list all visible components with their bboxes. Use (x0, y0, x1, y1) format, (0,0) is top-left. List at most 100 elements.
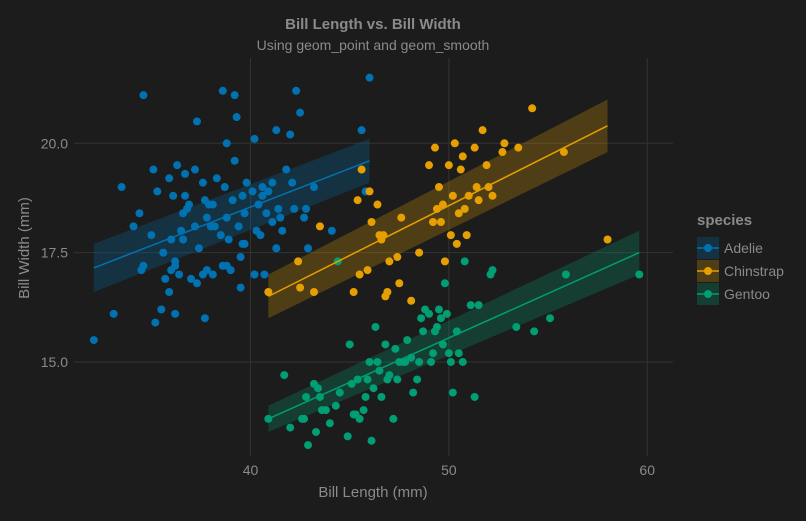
point-adelie (157, 305, 165, 313)
point-adelie (219, 87, 227, 95)
point-chinstrap (425, 161, 433, 169)
point-gentoo (635, 270, 643, 278)
point-adelie (302, 205, 310, 213)
point-chinstrap (498, 148, 506, 156)
point-chinstrap (354, 196, 362, 204)
legend-key-point-gentoo (704, 290, 712, 298)
point-adelie (286, 131, 294, 139)
point-gentoo (546, 314, 554, 322)
point-adelie (227, 266, 235, 274)
point-gentoo (409, 389, 417, 397)
point-chinstrap (431, 144, 439, 152)
point-gentoo (393, 375, 401, 383)
point-adelie (209, 270, 217, 278)
point-chinstrap (528, 104, 536, 112)
point-gentoo (389, 415, 397, 423)
point-adelie (139, 91, 147, 99)
point-gentoo (413, 375, 421, 383)
point-adelie (213, 174, 221, 182)
point-gentoo (475, 301, 483, 309)
point-adelie (165, 174, 173, 182)
point-adelie (195, 244, 203, 252)
y-axis-label: Bill Width (mm) (16, 197, 33, 299)
point-adelie (366, 74, 374, 82)
point-adelie (282, 166, 290, 174)
point-gentoo (415, 358, 423, 366)
point-adelie (274, 205, 282, 213)
point-adelie (191, 166, 199, 174)
point-adelie (290, 205, 298, 213)
point-chinstrap (457, 166, 465, 174)
y-tick-label: 15.0 (41, 354, 68, 370)
point-chinstrap (397, 214, 405, 222)
point-adelie (358, 126, 366, 134)
point-chinstrap (350, 288, 358, 296)
point-gentoo (562, 270, 570, 278)
point-chinstrap (296, 284, 304, 292)
point-adelie (241, 240, 249, 248)
point-gentoo (286, 424, 294, 432)
point-gentoo (360, 406, 368, 414)
point-chinstrap (449, 192, 457, 200)
point-adelie (296, 109, 304, 117)
point-adelie (151, 319, 159, 327)
point-gentoo (373, 358, 381, 366)
point-gentoo (304, 441, 312, 449)
point-gentoo (429, 349, 437, 357)
chart-title: Bill Length vs. Bill Width (285, 16, 461, 33)
point-gentoo (344, 432, 352, 440)
point-adelie (260, 270, 268, 278)
point-adelie (231, 91, 239, 99)
point-adelie (268, 218, 276, 226)
point-gentoo (447, 358, 455, 366)
point-gentoo (467, 301, 475, 309)
point-adelie (250, 135, 258, 143)
point-chinstrap (393, 253, 401, 261)
x-tick-label: 60 (639, 462, 655, 478)
point-gentoo (512, 323, 520, 331)
point-adelie (181, 170, 189, 178)
point-adelie (171, 257, 179, 265)
x-tick-label: 40 (243, 462, 259, 478)
point-adelie (193, 117, 201, 125)
point-adelie (173, 161, 181, 169)
point-adelie (225, 236, 233, 244)
point-adelie (203, 214, 211, 222)
point-gentoo (381, 340, 389, 348)
point-chinstrap (373, 201, 381, 209)
point-chinstrap (471, 144, 479, 152)
point-adelie (171, 310, 179, 318)
point-gentoo (443, 310, 451, 318)
point-gentoo (435, 305, 443, 313)
point-gentoo (370, 384, 378, 392)
point-adelie (268, 179, 276, 187)
legend-label-gentoo: Gentoo (724, 286, 770, 302)
point-gentoo (417, 314, 425, 322)
point-gentoo (391, 345, 399, 353)
point-chinstrap (604, 236, 612, 244)
point-adelie (235, 222, 243, 230)
point-adelie (231, 157, 239, 165)
point-chinstrap (368, 218, 376, 226)
point-adelie (209, 201, 217, 209)
point-gentoo (364, 375, 372, 383)
point-adelie (229, 196, 237, 204)
point-gentoo (302, 393, 310, 401)
point-adelie (165, 288, 173, 296)
point-gentoo (455, 349, 463, 357)
point-chinstrap (463, 231, 471, 239)
point-adelie (288, 179, 296, 187)
point-chinstrap (483, 161, 491, 169)
point-adelie (90, 336, 98, 344)
point-chinstrap (500, 139, 508, 147)
point-adelie (304, 244, 312, 252)
point-chinstrap (429, 218, 437, 226)
point-adelie (181, 192, 189, 200)
point-chinstrap (475, 196, 483, 204)
point-adelie (179, 236, 187, 244)
point-adelie (221, 183, 229, 191)
point-adelie (250, 270, 258, 278)
point-gentoo (459, 358, 467, 366)
